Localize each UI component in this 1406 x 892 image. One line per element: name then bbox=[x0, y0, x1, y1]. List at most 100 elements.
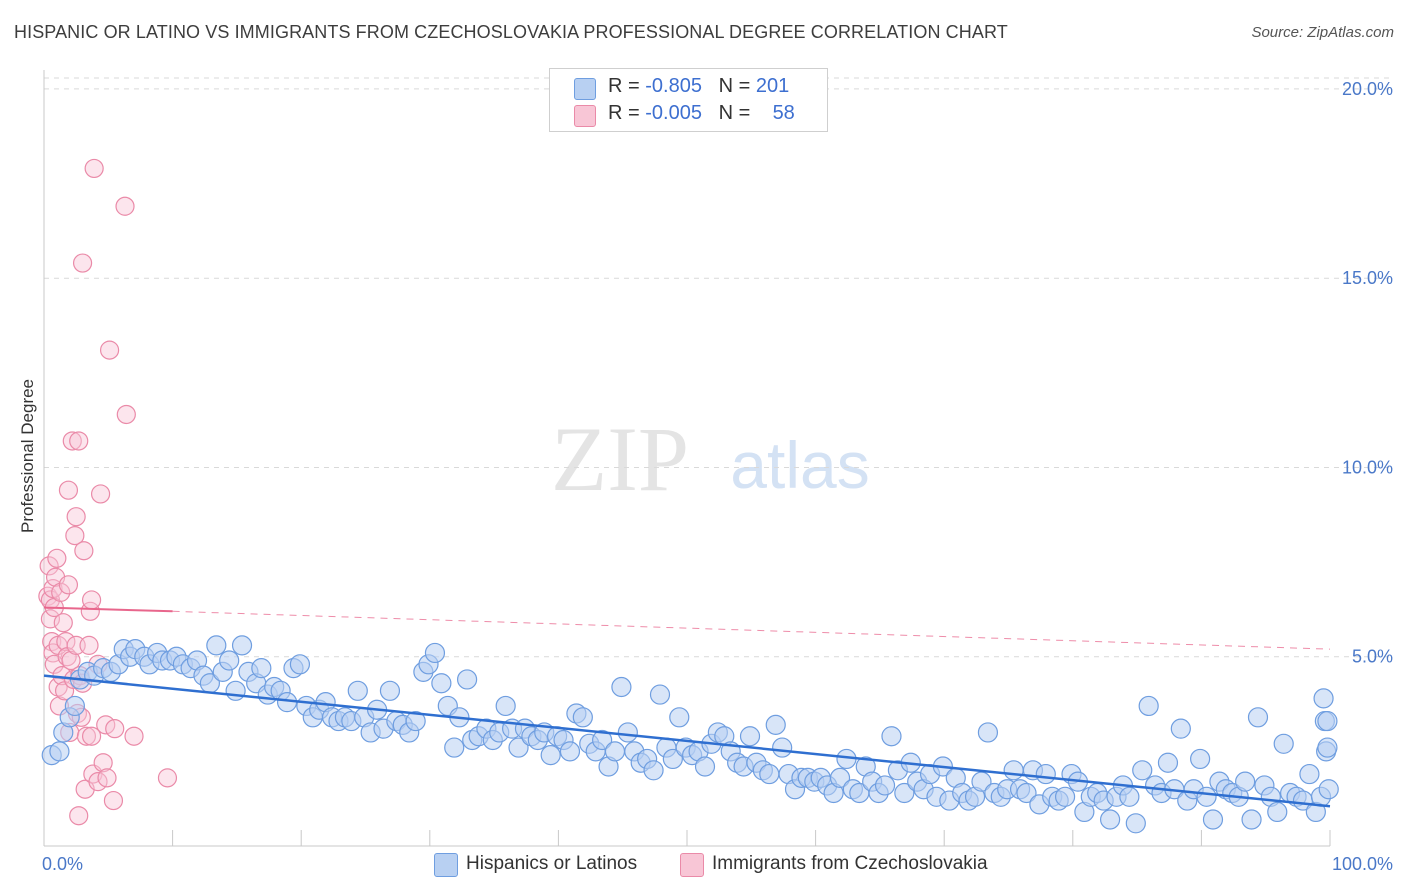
series-label: Immigrants from Czechoslovakia bbox=[712, 853, 988, 874]
czechoslovakia-point bbox=[81, 726, 102, 746]
hispanic-point bbox=[49, 741, 70, 762]
czechoslovakia-point bbox=[58, 575, 79, 595]
hispanic-point bbox=[1313, 688, 1334, 709]
hispanic-point bbox=[572, 707, 593, 728]
czechoslovakia-point bbox=[81, 590, 102, 610]
hispanic-trend-line bbox=[43, 674, 1331, 808]
y-tick-label: 5.0% bbox=[1352, 647, 1393, 667]
czechoslovakia-point bbox=[97, 768, 117, 788]
legend-n-label: N = bbox=[718, 102, 756, 124]
hispanic-point bbox=[219, 650, 240, 671]
hispanic-point bbox=[604, 741, 626, 762]
hispanic-point bbox=[971, 771, 992, 792]
hispanic-point bbox=[1003, 760, 1024, 781]
czechoslovakia-point bbox=[61, 650, 81, 671]
series-legend: Hispanics or Latinos Immigrants from Cze… bbox=[0, 852, 1406, 878]
czechoslovakia-point bbox=[40, 609, 61, 629]
czechoslovakia-point bbox=[84, 158, 104, 179]
hispanic-point bbox=[643, 760, 664, 781]
hispanic-point bbox=[662, 748, 683, 770]
watermark-zip: ZIP bbox=[551, 408, 689, 510]
hispanic-point bbox=[379, 680, 401, 701]
czechoslovakia-point bbox=[115, 196, 135, 216]
legend-n-value: 58 bbox=[772, 102, 795, 124]
czechoslovakia-point bbox=[93, 753, 113, 773]
czechoslovakia-point bbox=[124, 726, 144, 746]
hispanic-point bbox=[1317, 710, 1338, 732]
hispanic-point bbox=[669, 707, 690, 728]
chart-title: HISPANIC OR LATINO VS IMMIGRANTS FROM CZ… bbox=[14, 22, 1008, 42]
czechoslovakia-point bbox=[58, 480, 79, 500]
czechoslovakia-trend-line bbox=[43, 606, 173, 613]
hispanic-point bbox=[617, 722, 638, 743]
czechoslovakia-point bbox=[65, 525, 85, 546]
hispanic-point bbox=[1119, 786, 1140, 807]
hispanic-point bbox=[540, 745, 561, 766]
hispanic-point bbox=[1299, 763, 1320, 785]
hispanic-point bbox=[347, 680, 368, 701]
hispanic-point bbox=[874, 775, 896, 796]
tick-labels: 5.0% 10.0% 15.0% 20.0% 0.0% 100.0% bbox=[42, 79, 1393, 874]
czechoslovakia-points bbox=[38, 158, 178, 826]
hispanic-point bbox=[1235, 771, 1256, 792]
hispanic-point bbox=[1099, 809, 1121, 830]
hispanic-point bbox=[611, 676, 632, 698]
y-tick-label: 20.0% bbox=[1342, 79, 1393, 99]
correlation-legend: R = -0.805 N = 201 R = -0.005 N = 58 bbox=[549, 68, 828, 132]
series-swatch-blue bbox=[434, 853, 458, 877]
trend-lines bbox=[43, 606, 1331, 808]
hispanic-point bbox=[64, 695, 85, 717]
legend-n-label: N = bbox=[718, 75, 756, 97]
hispanic-point bbox=[225, 680, 246, 701]
legend-n-value: 201 bbox=[755, 75, 790, 97]
watermark: ZIP atlas bbox=[551, 408, 870, 510]
hispanic-point bbox=[1241, 809, 1262, 830]
hispanic-point bbox=[431, 673, 452, 694]
hispanic-point bbox=[444, 737, 465, 758]
czechoslovakia-trend-dashed bbox=[172, 610, 1331, 650]
hispanic-point bbox=[694, 756, 716, 777]
hispanic-point bbox=[405, 710, 426, 732]
y-tick-label: 10.0% bbox=[1342, 457, 1393, 477]
hispanic-point bbox=[894, 782, 915, 804]
czechoslovakia-point bbox=[66, 507, 86, 527]
hispanic-point bbox=[1247, 707, 1269, 728]
czechoslovakia-point bbox=[51, 582, 71, 602]
hispanic-point bbox=[1125, 813, 1146, 834]
legend-r-label: R = bbox=[608, 75, 646, 97]
hispanic-point bbox=[1202, 809, 1224, 830]
series-swatch-pink bbox=[680, 853, 704, 877]
czechoslovakia-point bbox=[62, 431, 82, 451]
czechoslovakia-point bbox=[56, 631, 76, 652]
czechoslovakia-point bbox=[53, 613, 73, 633]
hispanic-point bbox=[508, 737, 529, 758]
czechoslovakia-point bbox=[157, 768, 178, 788]
hispanic-point bbox=[1035, 763, 1056, 785]
hispanic-point bbox=[289, 654, 311, 675]
hispanic-point bbox=[1157, 752, 1179, 773]
hispanic-point bbox=[495, 695, 516, 717]
grid-lines bbox=[44, 77, 1392, 658]
czechoslovakia-point bbox=[74, 541, 94, 561]
czechoslovakia-point bbox=[47, 548, 67, 568]
czechoslovakia-point bbox=[39, 556, 59, 576]
hispanic-point bbox=[1132, 760, 1153, 781]
hispanic-point bbox=[772, 737, 793, 758]
hispanic-point bbox=[251, 657, 272, 679]
hispanic-point bbox=[1196, 786, 1217, 807]
x-tick-label: 0.0% bbox=[42, 854, 83, 874]
legend-swatch-blue bbox=[574, 78, 596, 100]
hispanic-point bbox=[1267, 801, 1288, 823]
czechoslovakia-point bbox=[69, 431, 89, 451]
hispanic-point bbox=[1318, 779, 1339, 800]
hispanic-point bbox=[1054, 786, 1076, 807]
czechoslovakia-point bbox=[72, 253, 93, 273]
hispanic-point bbox=[881, 726, 902, 747]
czechoslovakia-point bbox=[103, 790, 124, 811]
czechoslovakia-point bbox=[105, 719, 125, 739]
hispanic-point bbox=[649, 684, 671, 705]
czechoslovakia-point bbox=[79, 635, 99, 655]
hispanic-point bbox=[829, 767, 851, 788]
hispanic-point bbox=[592, 729, 613, 751]
czechoslovakia-point bbox=[69, 806, 89, 826]
